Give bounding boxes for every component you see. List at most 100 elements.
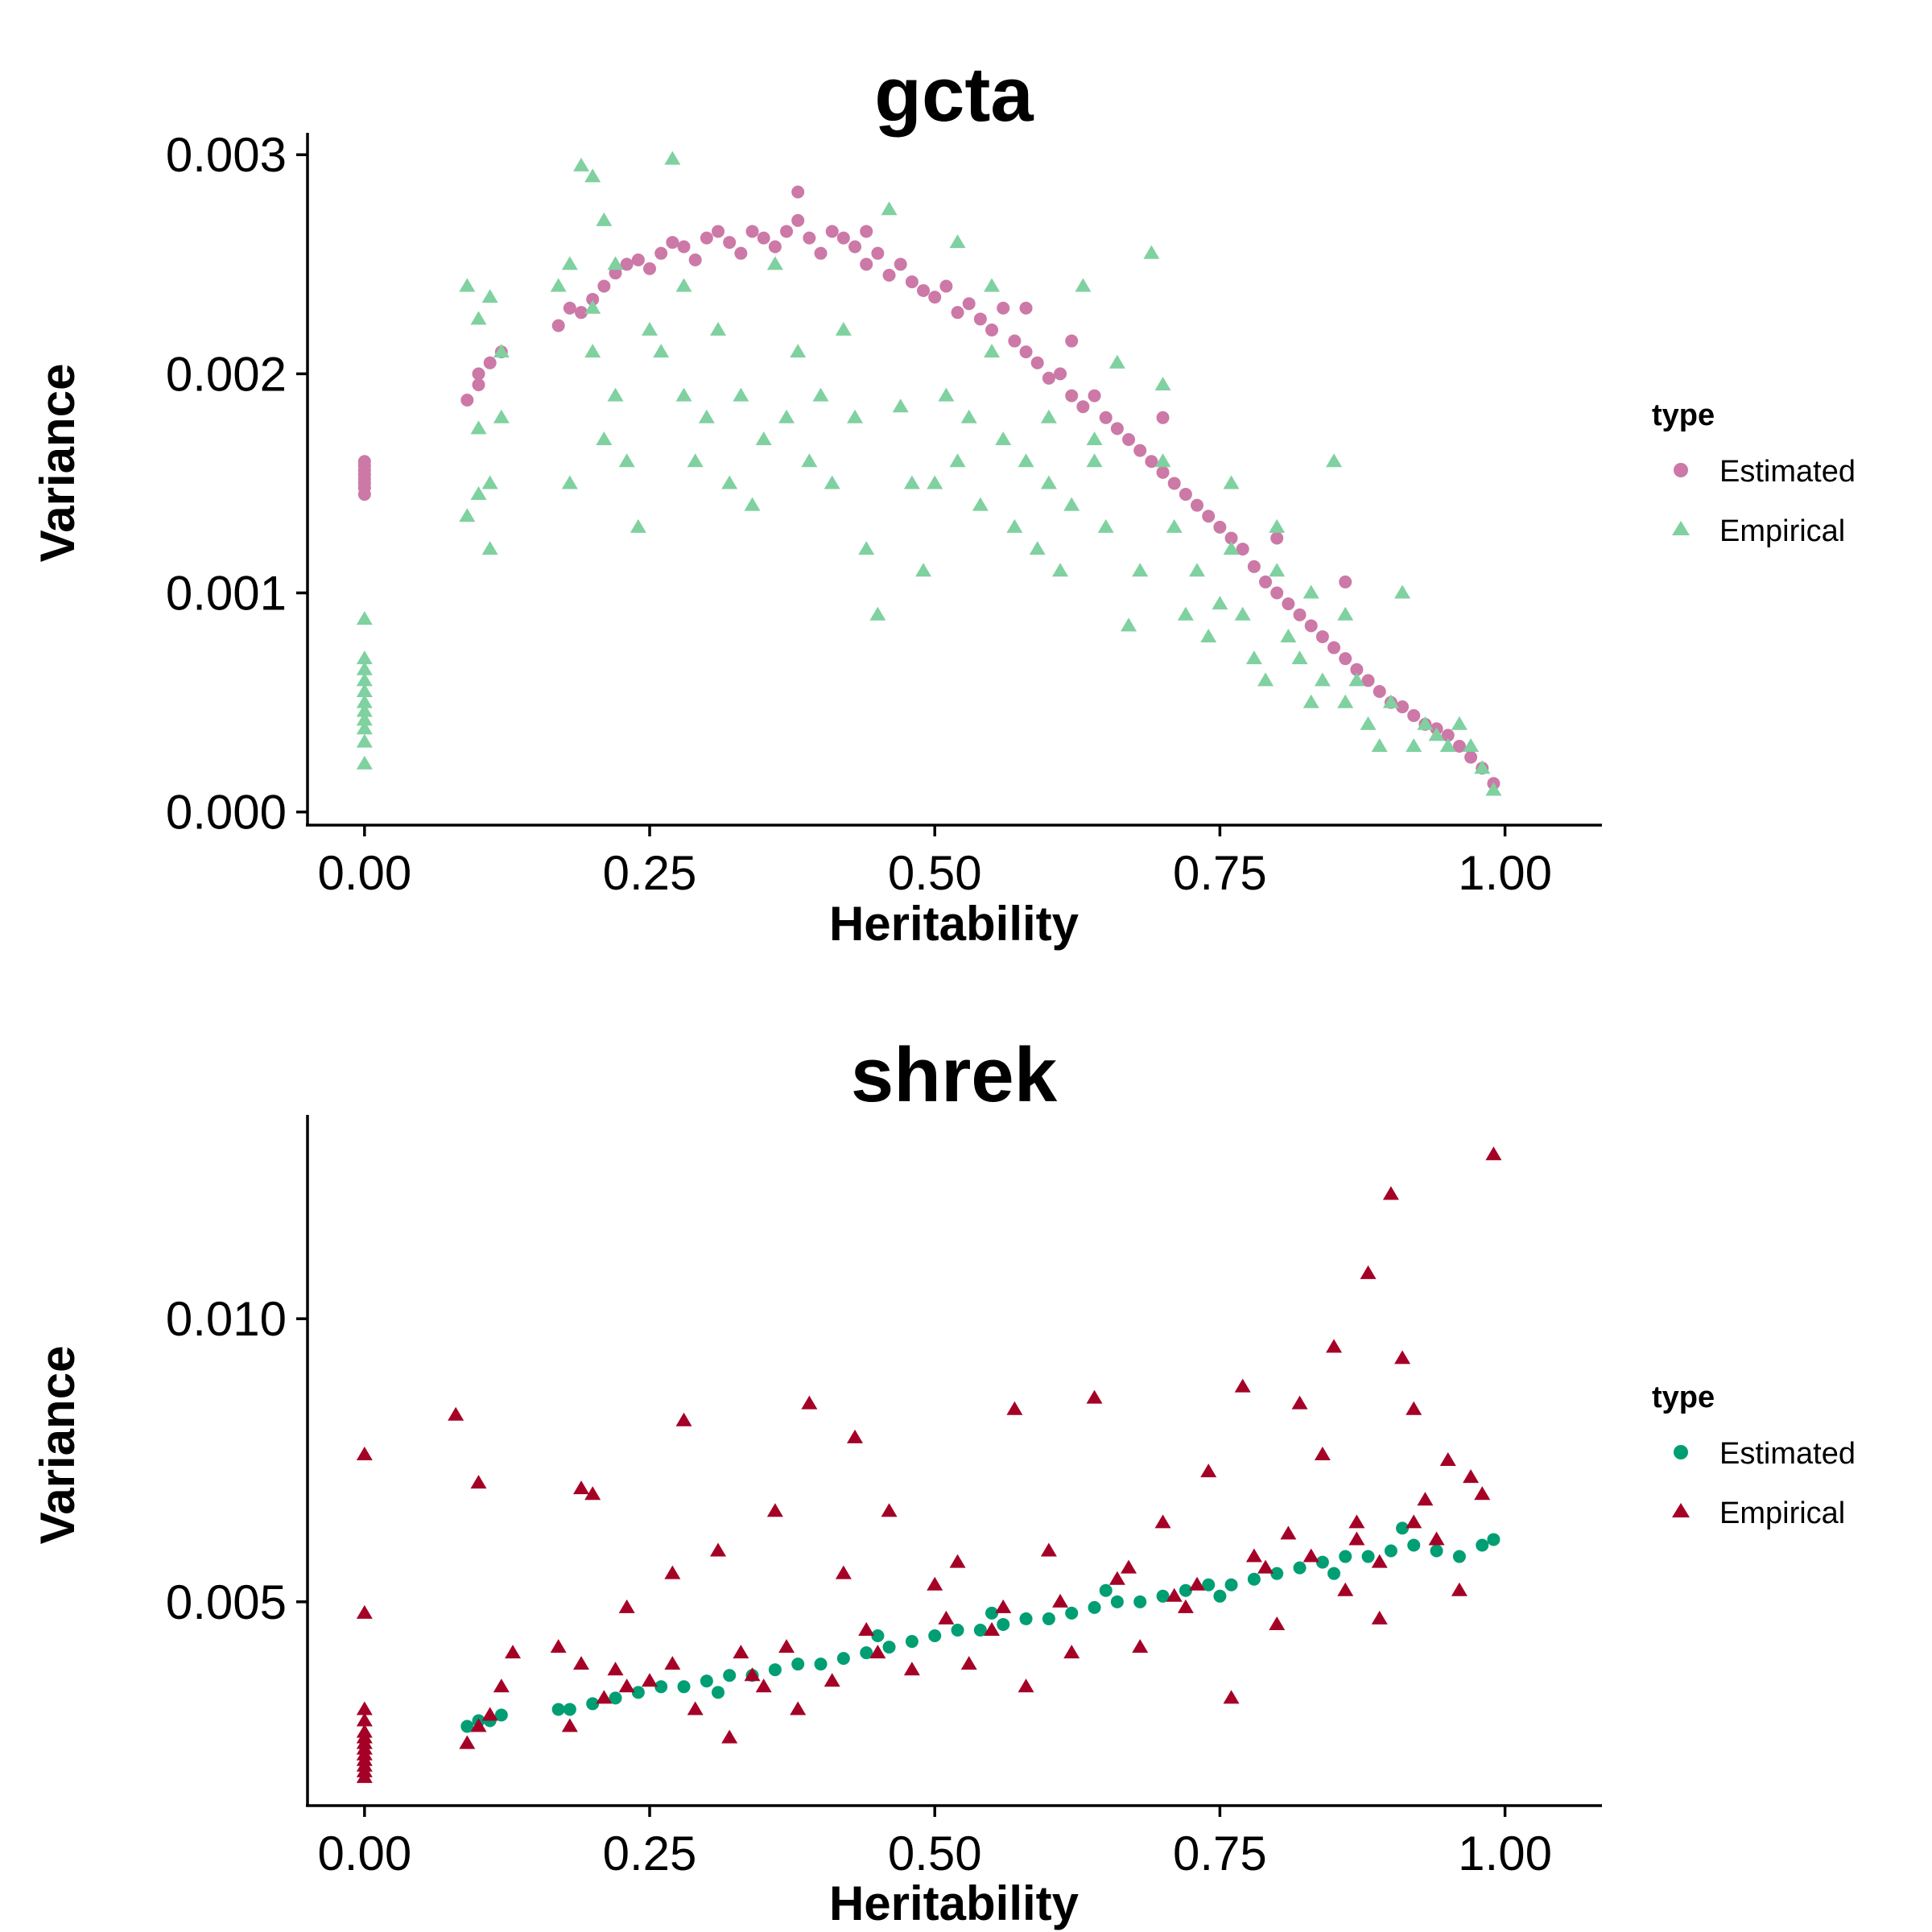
data-point — [1245, 650, 1262, 665]
data-point — [356, 1604, 373, 1619]
data-point — [712, 1686, 725, 1699]
data-point — [1291, 650, 1308, 665]
data-point — [778, 409, 795, 423]
data-point — [938, 1610, 955, 1624]
data-point — [551, 319, 565, 332]
data-point — [1394, 584, 1411, 599]
data-point — [1029, 541, 1046, 555]
legend-item-estimated: Estimated — [1674, 1437, 1856, 1471]
data-point — [1326, 453, 1343, 468]
data-point — [631, 1686, 645, 1699]
data-point — [860, 258, 873, 271]
y-ticks: 0.005 0.010 — [166, 1292, 308, 1629]
data-point — [960, 409, 977, 423]
data-point — [607, 256, 624, 270]
data-point — [1234, 606, 1251, 621]
data-point — [584, 168, 601, 183]
data-point — [1428, 727, 1445, 741]
data-point — [1189, 563, 1206, 577]
y-tick-label: 0.002 — [166, 347, 287, 401]
data-point — [1428, 1531, 1445, 1546]
data-point — [1407, 708, 1421, 722]
x-tick-label: 0.75 — [1173, 846, 1267, 900]
data-point — [1361, 1550, 1375, 1563]
data-point — [1065, 1606, 1079, 1620]
data-point — [459, 508, 476, 522]
data-point — [881, 201, 898, 216]
data-point — [1464, 750, 1478, 764]
data-point — [882, 1641, 896, 1654]
data-point — [755, 431, 772, 446]
legend-empirical-marker — [1672, 1503, 1690, 1517]
data-point — [664, 1656, 681, 1670]
data-point — [1019, 1612, 1033, 1625]
series-empirical — [356, 151, 1502, 796]
data-point — [791, 213, 805, 227]
data-point — [1245, 1548, 1262, 1563]
data-point — [1452, 740, 1466, 753]
data-point — [1154, 453, 1171, 468]
data-point — [903, 475, 920, 489]
data-point — [1189, 1576, 1206, 1591]
data-point — [1396, 700, 1410, 714]
data-point — [995, 431, 1012, 446]
data-point — [766, 1503, 783, 1517]
data-point — [1269, 518, 1286, 533]
data-point — [664, 151, 681, 165]
data-point — [984, 278, 1001, 292]
data-point — [1302, 584, 1319, 599]
data-point — [561, 1718, 578, 1732]
data-point — [1314, 1446, 1331, 1460]
data-point — [1452, 1550, 1466, 1563]
data-point — [356, 672, 373, 687]
data-point — [677, 240, 691, 254]
data-point — [1291, 1395, 1308, 1410]
data-point — [1223, 541, 1240, 555]
data-point — [1269, 563, 1286, 577]
legend-estimated-marker — [1674, 1445, 1688, 1459]
data-point — [871, 246, 885, 260]
data-point — [483, 356, 497, 369]
data-point — [356, 720, 373, 735]
data-point — [1156, 465, 1170, 479]
legend-empirical-marker — [1672, 521, 1690, 535]
data-point — [356, 712, 373, 726]
data-point — [928, 1629, 942, 1643]
x-tick-label: 0.50 — [888, 1827, 982, 1880]
data-point — [1373, 684, 1386, 698]
data-point — [1407, 1538, 1421, 1552]
shrek-panel: shrek Variance Heritability 0.00 0.25 0.50… — [31, 1032, 1856, 1930]
data-point — [1167, 477, 1181, 490]
legend-title: type — [1652, 1381, 1715, 1414]
data-point — [1394, 1350, 1411, 1364]
x-tick-label: 1.00 — [1458, 1827, 1552, 1880]
data-point — [1121, 617, 1137, 632]
x-tick-label: 0.25 — [603, 846, 697, 900]
y-tick-label: 0.001 — [166, 567, 287, 621]
data-point — [1339, 652, 1352, 666]
data-point — [1487, 1533, 1501, 1546]
data-point — [459, 278, 476, 292]
data-point — [631, 253, 645, 266]
data-point — [744, 497, 761, 511]
data-point — [1257, 1559, 1274, 1574]
data-point — [1110, 422, 1124, 436]
data-point — [563, 301, 576, 315]
series-estimated — [460, 1521, 1501, 1733]
data-point — [790, 344, 807, 358]
data-point — [1108, 354, 1125, 369]
data-point — [1406, 1514, 1422, 1529]
data-point — [472, 367, 485, 381]
data-point — [733, 387, 749, 402]
x-axis: 0.00 0.25 0.50 0.75 1.00 — [306, 824, 1602, 900]
legend-title: type — [1652, 398, 1715, 432]
data-point — [584, 299, 601, 314]
data-point — [551, 1703, 565, 1716]
x-tick-label: 0.75 — [1173, 1827, 1267, 1880]
data-point — [550, 278, 567, 292]
data-point — [563, 1703, 576, 1716]
data-point — [927, 1576, 943, 1591]
data-point — [356, 661, 373, 675]
data-point — [596, 1690, 613, 1704]
data-point — [597, 279, 611, 293]
